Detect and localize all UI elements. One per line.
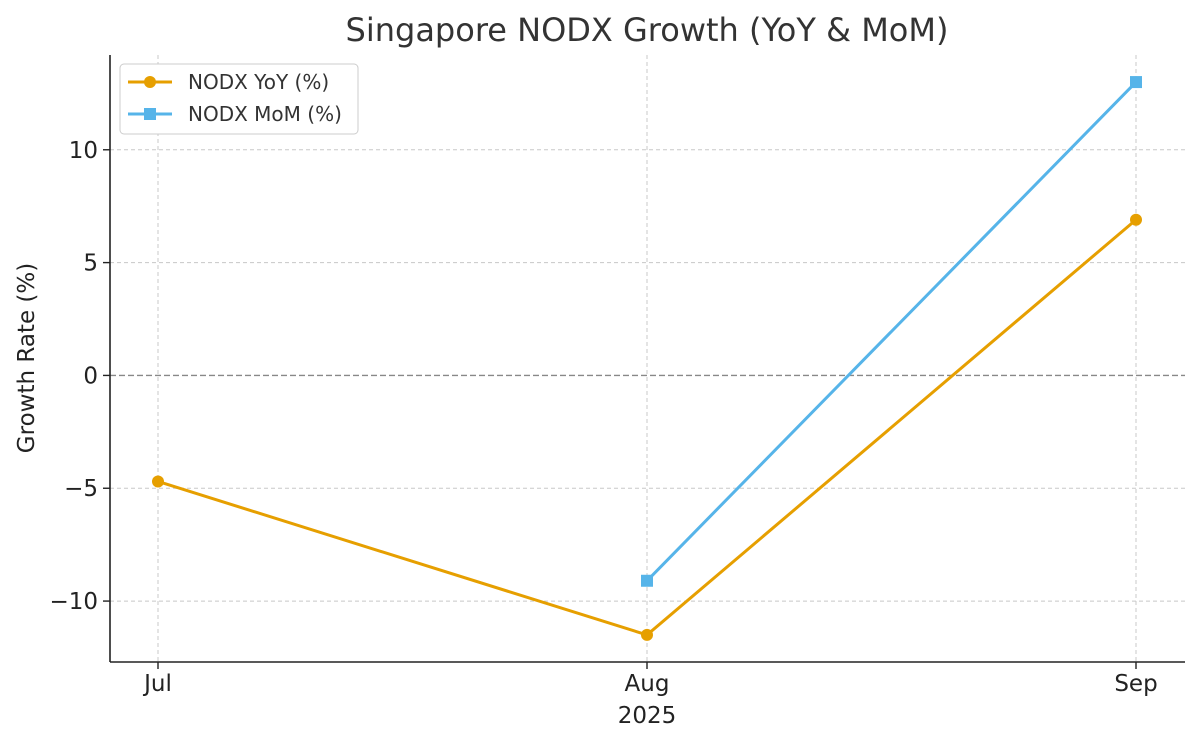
x-tick-label: Jul xyxy=(142,671,172,697)
series-line-mom xyxy=(645,81,1138,582)
x-axis-ticks: Jul Aug Sep xyxy=(142,662,1158,697)
y-axis-ticks: −10 −5 0 5 10 xyxy=(49,138,110,615)
data-point-mom xyxy=(641,574,653,587)
legend-marker-mom xyxy=(144,108,156,120)
y-tick-label: 10 xyxy=(69,138,98,164)
chart-title: Singapore NODX Growth (YoY & MoM) xyxy=(346,11,949,49)
y-tick-label: 0 xyxy=(83,363,98,389)
y-tick-label: −5 xyxy=(64,476,98,502)
data-point-yoy xyxy=(152,475,164,488)
y-tick-label: −10 xyxy=(49,589,98,615)
series-layer xyxy=(152,76,1142,641)
grid-layer xyxy=(110,55,1185,662)
x-tick-label: Aug xyxy=(625,671,670,697)
legend: NODX YoY (%) NODX MoM (%) xyxy=(119,63,359,135)
legend-marker-yoy xyxy=(144,76,156,88)
data-point-mom xyxy=(1130,76,1142,89)
y-axis-label: Growth Rate (%) xyxy=(14,263,40,453)
legend-frame xyxy=(119,63,359,135)
y-tick-label: 5 xyxy=(83,251,98,277)
data-point-yoy xyxy=(641,628,653,641)
x-axis-label: 2025 xyxy=(618,703,677,729)
legend-label-yoy: NODX YoY (%) xyxy=(188,70,329,94)
data-point-yoy xyxy=(1130,213,1142,226)
x-tick-label: Sep xyxy=(1114,671,1157,697)
legend-label-mom: NODX MoM (%) xyxy=(188,102,342,126)
